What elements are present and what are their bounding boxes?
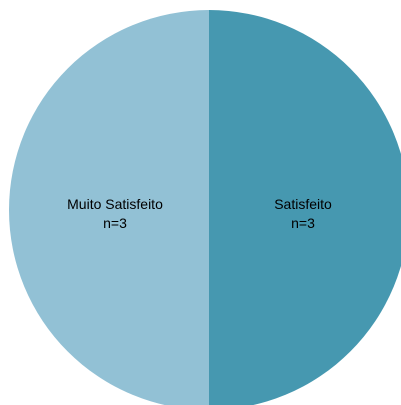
slice-label: Muito Satisfeito: [67, 196, 163, 212]
pie-slice: [209, 10, 401, 405]
slice-count-label: n=3: [103, 215, 127, 231]
pie-slices: [9, 10, 401, 405]
pie-slice: [9, 10, 209, 405]
pie-labels: Satisfeito n=3 Muito Satisfeito n=3: [67, 196, 332, 231]
slice-label: Satisfeito: [274, 196, 332, 212]
slice-count-label: n=3: [291, 215, 315, 231]
